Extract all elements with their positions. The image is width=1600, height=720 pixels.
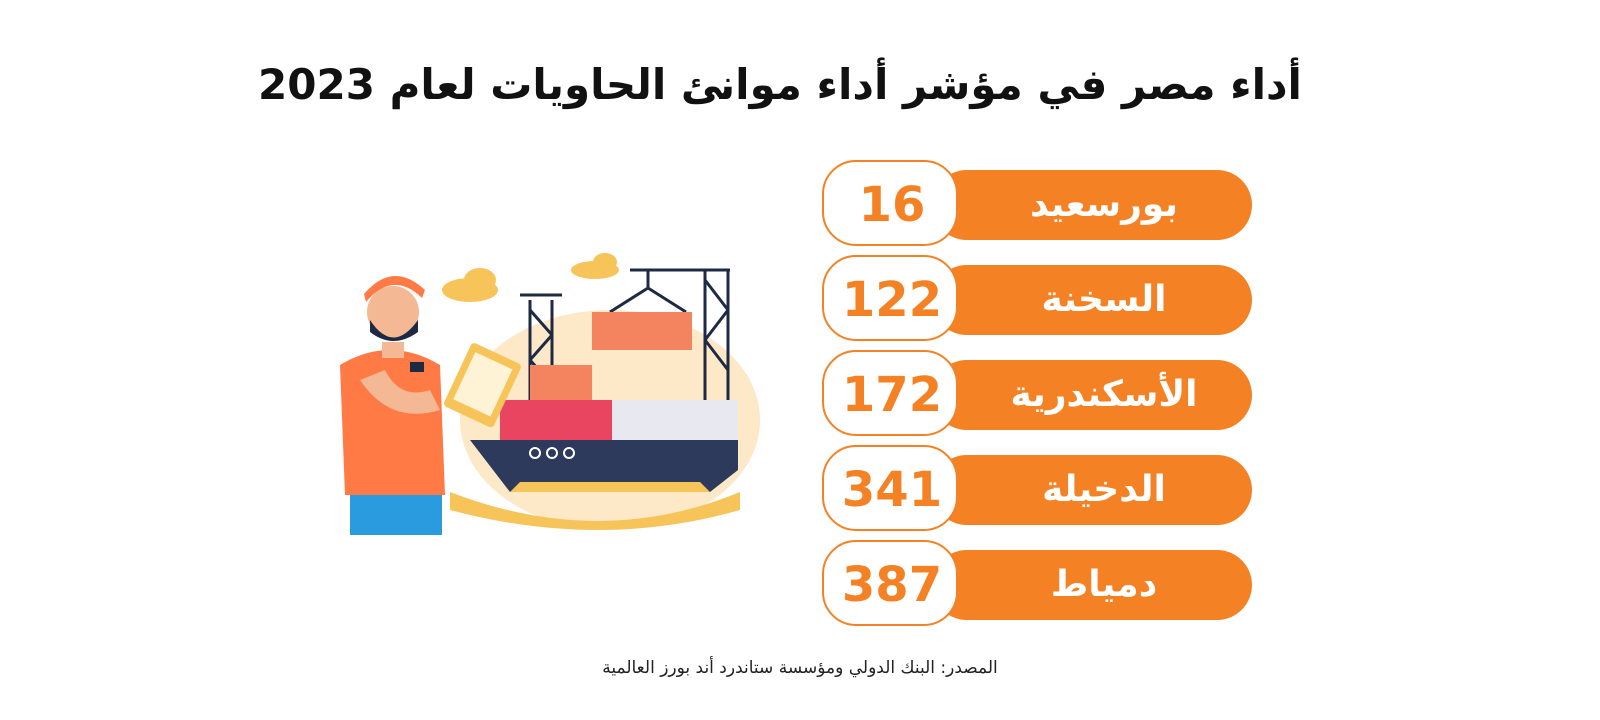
rank-value: 341 [841,462,943,518]
ranking-list: بورسعيد 16 السخنة 122 الأسكندرية 172 الد… [822,160,1262,635]
port-row: دمياط 387 [822,540,1262,630]
port-name-pill [932,550,1252,620]
port-name: الأسكندرية [1010,374,1198,415]
port-row: الدخيلة 341 [822,445,1262,535]
port-name-pill [932,360,1252,430]
port-name: بورسعيد [1029,184,1179,225]
cloud-icon [442,268,498,302]
cloud-icon [571,253,619,279]
container-icon [592,312,692,350]
ship-stripe [510,482,710,492]
container-ship-icon [340,253,760,535]
rank-value: 387 [841,557,943,613]
porthole-icon [563,447,575,459]
port-row: الأسكندرية 172 [822,350,1262,440]
port-name-pill [932,455,1252,525]
container-icon [500,400,612,440]
rank-badge: 387 [822,540,958,626]
rank-badge: 172 [822,350,958,436]
port-row: بورسعيد 16 [822,160,1262,250]
ship-hull-icon [470,440,738,492]
port-name-pill [932,265,1252,335]
crane-icon [609,268,730,400]
port-name-pill [932,170,1252,240]
worker-ship-illustration [330,250,760,550]
rank-badge: 16 [822,160,958,246]
porthole-icon [529,447,541,459]
port-name: دمياط [1050,564,1158,605]
rank-value: 122 [841,272,943,328]
rank-badge: 341 [822,445,958,531]
chart-title: أداء مصر في مؤشر أداء موانئ الحاويات لعا… [258,60,1302,109]
container-icon [612,400,738,440]
container-icon [530,365,592,400]
rank-value: 172 [841,367,943,423]
port-name: الدخيلة [1042,469,1166,510]
porthole-icon [546,447,558,459]
port-row: السخنة 122 [822,255,1262,345]
rank-badge: 122 [822,255,958,341]
rank-value: 16 [858,177,926,233]
port-name: السخنة [1041,279,1167,320]
worker-icon [340,275,521,535]
source-note: المصدر: البنك الدولي ومؤسسة ستاندرد أند … [602,658,998,678]
water-icon [450,492,740,530]
